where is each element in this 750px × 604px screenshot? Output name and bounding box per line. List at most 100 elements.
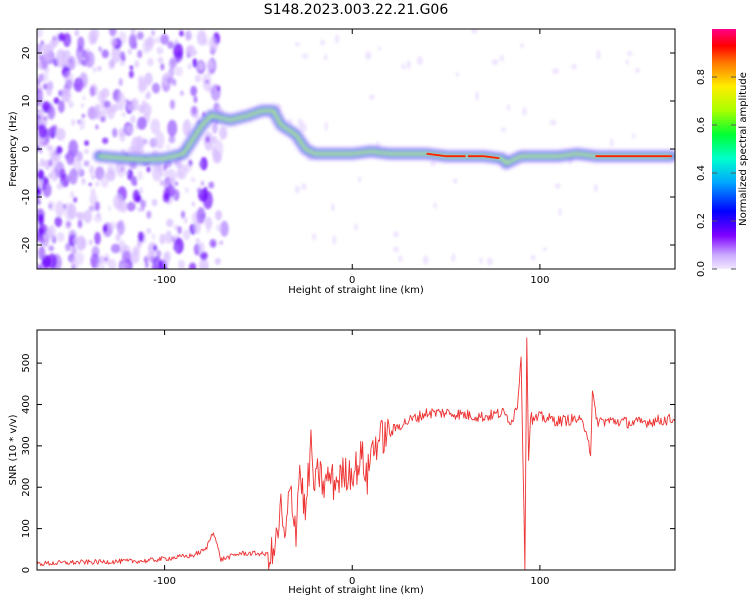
noise-blob <box>41 182 46 192</box>
noise-blob <box>67 39 71 44</box>
noise-blob <box>43 241 49 248</box>
noise-blob <box>406 60 411 70</box>
noise-blob <box>364 51 372 60</box>
x-tick-label: 0 <box>349 275 355 286</box>
noise-blob <box>75 212 82 218</box>
snr-x-label: Height of straight line (km) <box>288 585 424 596</box>
noise-blob <box>110 37 118 48</box>
noise-blob <box>109 29 117 37</box>
noise-blob <box>92 66 97 73</box>
noise-blob <box>46 144 52 151</box>
noise-blob <box>212 122 218 134</box>
noise-blob <box>48 245 55 252</box>
noise-blob <box>625 59 630 65</box>
noise-blob <box>196 187 202 194</box>
noise-blob <box>300 122 307 133</box>
y-tick-label: 0 <box>21 567 32 573</box>
noise-blob <box>110 103 118 113</box>
noise-blob <box>177 259 186 269</box>
noise-blob <box>137 231 144 243</box>
y-tick-label: 10 <box>21 95 32 108</box>
noise-blob <box>89 86 96 97</box>
noise-blob <box>334 34 340 44</box>
noise-blob <box>146 251 155 262</box>
noise-blob <box>199 160 203 168</box>
noise-blob <box>47 105 56 120</box>
noise-blob <box>190 177 196 183</box>
noise-blob <box>88 205 95 212</box>
noise-blob <box>56 182 63 190</box>
noise-blob <box>128 70 134 79</box>
noise-blob <box>79 72 88 89</box>
noise-blob <box>177 225 182 235</box>
noise-blob <box>98 46 102 52</box>
noise-blob <box>167 41 175 49</box>
noise-blob <box>185 187 189 194</box>
noise-blob <box>73 196 78 203</box>
noise-blob <box>288 118 293 125</box>
noise-blob <box>48 172 52 179</box>
noise-blob <box>208 181 215 189</box>
noise-blob <box>96 261 105 269</box>
noise-blob <box>151 82 161 94</box>
noise-blob <box>220 220 229 237</box>
noise-blob <box>127 168 134 181</box>
x-tick-label: 100 <box>530 275 549 286</box>
noise-blob <box>216 223 222 232</box>
noise-blob <box>175 169 184 179</box>
noise-blob <box>57 100 65 114</box>
noise-blob <box>522 107 527 116</box>
noise-blob <box>180 90 184 96</box>
noise-blob <box>520 42 525 49</box>
noise-blob <box>39 158 45 167</box>
noise-blob <box>108 58 116 70</box>
noise-blob <box>90 29 100 41</box>
noise-blob <box>122 55 126 62</box>
noise-blob <box>554 183 561 189</box>
noise-blob <box>140 199 147 209</box>
noise-blob <box>82 95 86 101</box>
noise-blob <box>130 175 138 186</box>
noise-blob <box>491 59 499 66</box>
noise-blob <box>301 183 307 191</box>
noise-blob <box>144 72 153 86</box>
noise-blob <box>137 170 144 181</box>
y-tick-label: -10 <box>21 189 32 205</box>
noise-blob <box>68 168 78 185</box>
noise-blob <box>146 91 151 99</box>
noise-blob <box>55 127 66 141</box>
noise-blob <box>104 252 110 261</box>
colorbar-label: Normalized spectral amplitude <box>738 72 749 226</box>
y-tick-label: 20 <box>21 47 32 60</box>
snr-y-label: SNR (10 * v/v) <box>8 414 19 485</box>
noise-blob <box>190 85 198 97</box>
noise-blob <box>130 115 136 124</box>
noise-blob <box>37 200 41 205</box>
noise-blob <box>205 79 209 84</box>
noise-blob <box>144 261 149 269</box>
noise-blob <box>137 50 143 59</box>
noise-blob <box>146 36 155 46</box>
y-tick-label: 400 <box>21 395 32 414</box>
noise-blob <box>471 29 478 35</box>
noise-blob <box>198 241 205 254</box>
noise-blob <box>596 50 601 60</box>
noise-blob <box>183 217 188 224</box>
noise-blob <box>169 177 175 184</box>
noise-blob <box>549 119 557 126</box>
noise-blob <box>500 127 507 133</box>
y-tick-label: 200 <box>21 478 32 497</box>
ridge-hot-segment <box>467 155 500 159</box>
noise-blob <box>46 88 53 97</box>
noise-blob <box>188 262 197 269</box>
noise-blob <box>635 67 641 74</box>
snr-panel: -100 0 100 0 100 200 300 400 500 Height of stra… <box>8 329 676 596</box>
noise-blob <box>106 169 116 182</box>
noise-blob <box>140 207 145 212</box>
spectrogram-x-ticks: -100 0 100 <box>153 29 549 286</box>
noise-blob <box>398 255 403 262</box>
noise-blob <box>166 144 171 149</box>
noise-blob <box>332 235 337 245</box>
noise-blob <box>433 202 438 209</box>
